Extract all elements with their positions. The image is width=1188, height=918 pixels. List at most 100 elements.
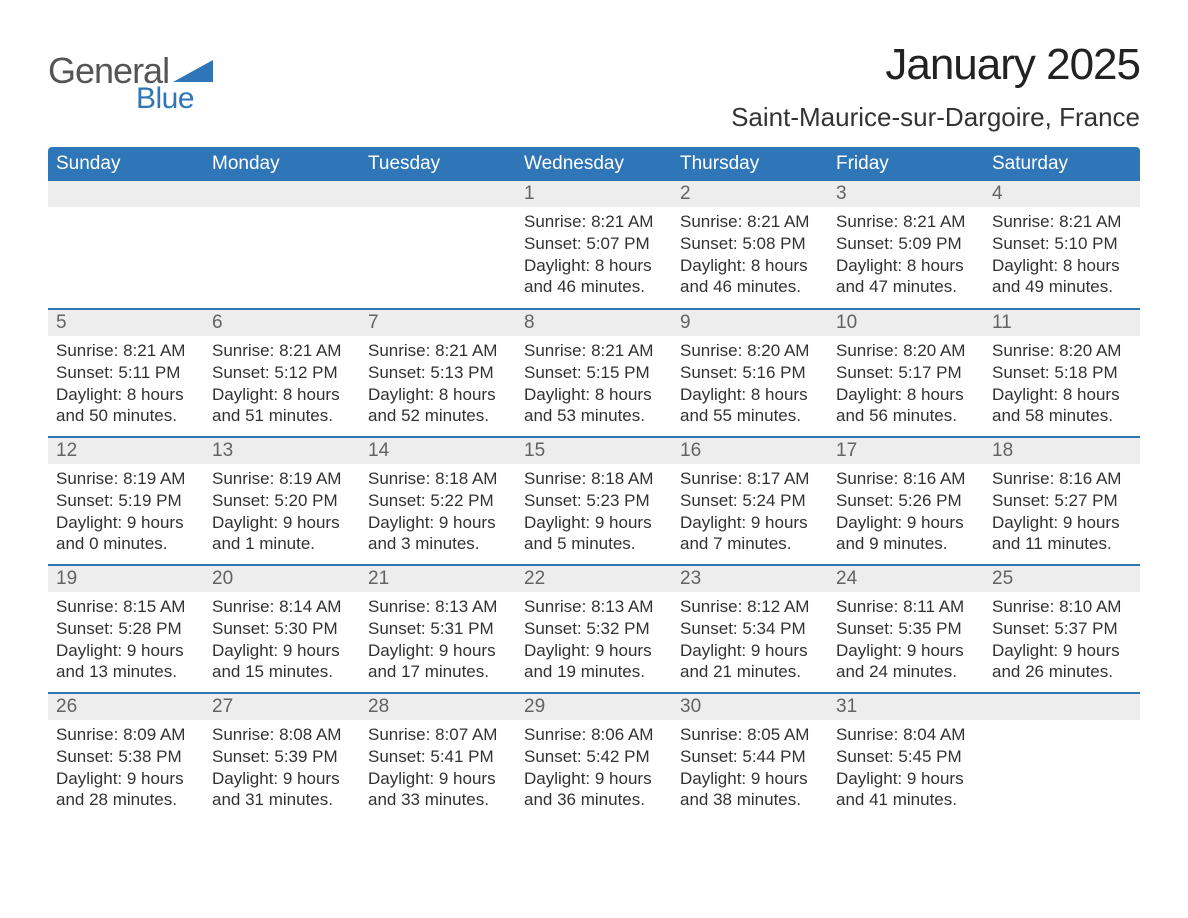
day-detail-line: Daylight: 8 hours (56, 384, 196, 406)
day-detail-line: Daylight: 9 hours (836, 512, 976, 534)
day-detail-line: Sunset: 5:16 PM (680, 362, 820, 384)
day-detail-line: Sunrise: 8:07 AM (368, 724, 508, 746)
day-detail-line: Sunset: 5:15 PM (524, 362, 664, 384)
day-number: 1 (516, 181, 672, 207)
day-detail-line: Daylight: 9 hours (992, 640, 1132, 662)
day-details: Sunrise: 8:20 AMSunset: 5:18 PMDaylight:… (984, 336, 1140, 427)
day-detail-line: Daylight: 9 hours (680, 512, 820, 534)
calendar-day-cell: 27Sunrise: 8:08 AMSunset: 5:39 PMDayligh… (204, 693, 360, 821)
calendar-day-cell: 1Sunrise: 8:21 AMSunset: 5:07 PMDaylight… (516, 181, 672, 309)
calendar-day-cell: 31Sunrise: 8:04 AMSunset: 5:45 PMDayligh… (828, 693, 984, 821)
swoosh-icon (173, 60, 213, 82)
day-detail-line: Daylight: 9 hours (524, 512, 664, 534)
day-number: 5 (48, 310, 204, 336)
day-detail-line: Daylight: 8 hours (212, 384, 352, 406)
day-detail-line: Sunrise: 8:13 AM (524, 596, 664, 618)
day-detail-line: Daylight: 8 hours (368, 384, 508, 406)
day-detail-line: and 47 minutes. (836, 276, 976, 298)
day-detail-line: Daylight: 9 hours (680, 640, 820, 662)
calendar-day-cell: 6Sunrise: 8:21 AMSunset: 5:12 PMDaylight… (204, 309, 360, 437)
day-detail-line: Sunset: 5:07 PM (524, 233, 664, 255)
day-number: 7 (360, 310, 516, 336)
day-detail-line: Sunset: 5:10 PM (992, 233, 1132, 255)
day-detail-line: and 0 minutes. (56, 533, 196, 555)
day-detail-line: and 55 minutes. (680, 405, 820, 427)
day-detail-line: Sunset: 5:39 PM (212, 746, 352, 768)
day-detail-line: Sunset: 5:45 PM (836, 746, 976, 768)
day-detail-line: and 46 minutes. (680, 276, 820, 298)
calendar-day-cell: 2Sunrise: 8:21 AMSunset: 5:08 PMDaylight… (672, 181, 828, 309)
day-details: Sunrise: 8:13 AMSunset: 5:31 PMDaylight:… (360, 592, 516, 683)
calendar-day-cell: 12Sunrise: 8:19 AMSunset: 5:19 PMDayligh… (48, 437, 204, 565)
calendar-day-cell: 15Sunrise: 8:18 AMSunset: 5:23 PMDayligh… (516, 437, 672, 565)
calendar-day-cell: 25Sunrise: 8:10 AMSunset: 5:37 PMDayligh… (984, 565, 1140, 693)
day-detail-line: Sunrise: 8:21 AM (680, 211, 820, 233)
day-detail-line: Daylight: 9 hours (524, 640, 664, 662)
day-detail-line: Sunset: 5:12 PM (212, 362, 352, 384)
calendar-day-cell: 14Sunrise: 8:18 AMSunset: 5:22 PMDayligh… (360, 437, 516, 565)
day-detail-line: and 53 minutes. (524, 405, 664, 427)
day-detail-line: Daylight: 8 hours (992, 384, 1132, 406)
calendar-day-cell: 0 (360, 181, 516, 309)
day-detail-line: and 7 minutes. (680, 533, 820, 555)
calendar-day-cell: 10Sunrise: 8:20 AMSunset: 5:17 PMDayligh… (828, 309, 984, 437)
day-detail-line: Sunrise: 8:16 AM (836, 468, 976, 490)
day-details: Sunrise: 8:19 AMSunset: 5:20 PMDaylight:… (204, 464, 360, 555)
day-detail-line: Sunrise: 8:19 AM (212, 468, 352, 490)
day-number: 0 (204, 181, 360, 207)
day-detail-line: Sunrise: 8:13 AM (368, 596, 508, 618)
day-detail-line: and 49 minutes. (992, 276, 1132, 298)
day-detail-line: Sunrise: 8:15 AM (56, 596, 196, 618)
day-number: 27 (204, 694, 360, 720)
day-details: Sunrise: 8:07 AMSunset: 5:41 PMDaylight:… (360, 720, 516, 811)
day-details: Sunrise: 8:15 AMSunset: 5:28 PMDaylight:… (48, 592, 204, 683)
calendar-week-row: 19Sunrise: 8:15 AMSunset: 5:28 PMDayligh… (48, 565, 1140, 693)
day-detail-line: Daylight: 9 hours (56, 512, 196, 534)
calendar-week-row: 26Sunrise: 8:09 AMSunset: 5:38 PMDayligh… (48, 693, 1140, 821)
day-detail-line: and 38 minutes. (680, 789, 820, 811)
day-detail-line: and 31 minutes. (212, 789, 352, 811)
day-detail-line: and 52 minutes. (368, 405, 508, 427)
day-detail-line: Daylight: 9 hours (524, 768, 664, 790)
day-detail-line: Sunrise: 8:11 AM (836, 596, 976, 618)
day-detail-line: Daylight: 9 hours (368, 512, 508, 534)
day-detail-line: Sunset: 5:20 PM (212, 490, 352, 512)
col-wednesday: Wednesday (516, 147, 672, 181)
day-detail-line: Sunrise: 8:16 AM (992, 468, 1132, 490)
day-number: 12 (48, 438, 204, 464)
day-number: 22 (516, 566, 672, 592)
calendar-day-cell: 5Sunrise: 8:21 AMSunset: 5:11 PMDaylight… (48, 309, 204, 437)
day-number: 20 (204, 566, 360, 592)
day-number: 2 (672, 181, 828, 207)
brand-logo: General Blue (48, 50, 213, 116)
day-detail-line: Sunrise: 8:21 AM (992, 211, 1132, 233)
day-details: Sunrise: 8:21 AMSunset: 5:13 PMDaylight:… (360, 336, 516, 427)
day-detail-line: Sunrise: 8:08 AM (212, 724, 352, 746)
day-detail-line: and 19 minutes. (524, 661, 664, 683)
day-detail-line: Sunset: 5:38 PM (56, 746, 196, 768)
day-details: Sunrise: 8:20 AMSunset: 5:16 PMDaylight:… (672, 336, 828, 427)
day-number: 15 (516, 438, 672, 464)
day-number: 26 (48, 694, 204, 720)
day-detail-line: and 17 minutes. (368, 661, 508, 683)
day-detail-line: Sunset: 5:41 PM (368, 746, 508, 768)
day-detail-line: Sunrise: 8:14 AM (212, 596, 352, 618)
day-detail-line: and 58 minutes. (992, 405, 1132, 427)
day-detail-line: Daylight: 9 hours (368, 640, 508, 662)
day-details: Sunrise: 8:18 AMSunset: 5:23 PMDaylight:… (516, 464, 672, 555)
day-detail-line: Sunset: 5:09 PM (836, 233, 976, 255)
day-number: 29 (516, 694, 672, 720)
day-details: Sunrise: 8:08 AMSunset: 5:39 PMDaylight:… (204, 720, 360, 811)
brand-text-blue: Blue (136, 82, 213, 116)
day-detail-line: Sunset: 5:18 PM (992, 362, 1132, 384)
day-detail-line: Sunset: 5:32 PM (524, 618, 664, 640)
day-detail-line: and 36 minutes. (524, 789, 664, 811)
day-details: Sunrise: 8:17 AMSunset: 5:24 PMDaylight:… (672, 464, 828, 555)
day-details: Sunrise: 8:05 AMSunset: 5:44 PMDaylight:… (672, 720, 828, 811)
col-monday: Monday (204, 147, 360, 181)
day-detail-line: Sunset: 5:26 PM (836, 490, 976, 512)
day-detail-line: Daylight: 8 hours (836, 255, 976, 277)
day-detail-line: Sunset: 5:34 PM (680, 618, 820, 640)
day-details: Sunrise: 8:21 AMSunset: 5:15 PMDaylight:… (516, 336, 672, 427)
day-details: Sunrise: 8:11 AMSunset: 5:35 PMDaylight:… (828, 592, 984, 683)
